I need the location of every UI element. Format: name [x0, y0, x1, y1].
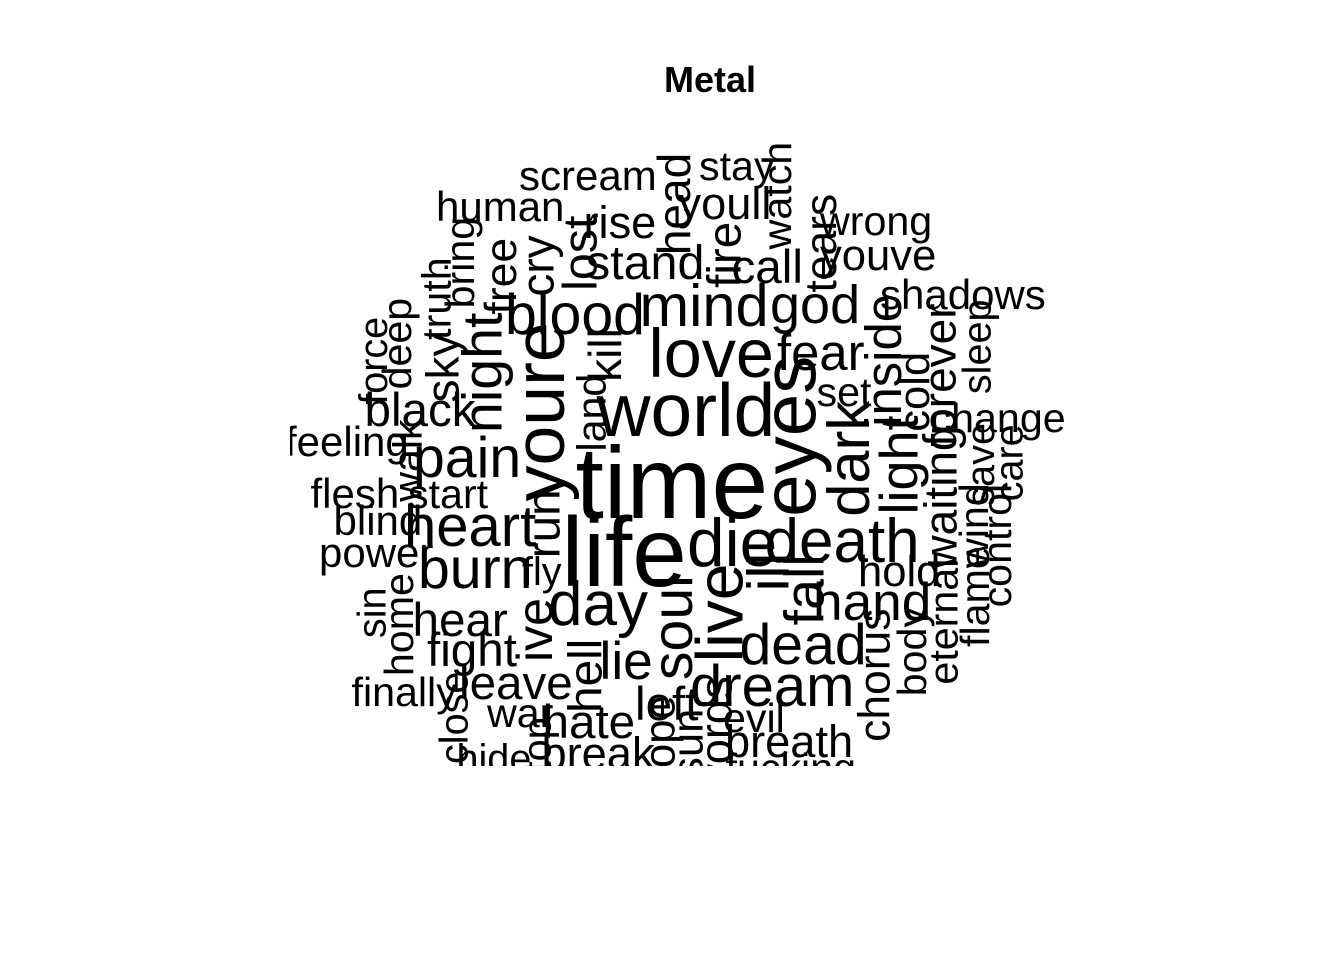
- word-break: break: [541, 727, 655, 766]
- word-human: human: [436, 183, 565, 230]
- word-breath: breath: [725, 715, 854, 766]
- word-hate: hate: [542, 696, 636, 749]
- word-leave: leave: [459, 657, 573, 710]
- word-ive: ive: [506, 598, 563, 662]
- word-cloud-clip: time life world eyes youre love die live death da…: [290, 140, 1070, 766]
- word-fly: fly: [522, 550, 562, 594]
- word-time: time: [575, 426, 769, 540]
- word-call: call: [731, 241, 803, 294]
- word-death: death: [764, 507, 920, 576]
- word-hear: hear: [412, 594, 508, 647]
- word-evil: evil: [723, 694, 785, 741]
- word-finally: finally: [351, 668, 457, 715]
- word-mind: mind: [639, 272, 769, 339]
- word-scream: scream: [519, 152, 657, 199]
- word-youve: youve: [820, 232, 937, 280]
- word-set: set: [816, 368, 872, 415]
- word-truth: truth: [413, 256, 460, 340]
- word-love: love: [648, 316, 774, 392]
- word-run: run: [517, 489, 571, 559]
- word-heart: heart: [404, 494, 537, 559]
- word-stay: stay: [699, 142, 775, 189]
- word-dead: dead: [739, 612, 867, 677]
- word-rise: rise: [583, 196, 657, 248]
- word-day: day: [548, 570, 648, 639]
- word-wrong: wrong: [820, 197, 933, 244]
- word-care: care: [987, 424, 1032, 502]
- word-blood: blood: [505, 282, 645, 347]
- word-soul: soul: [640, 574, 705, 680]
- word-change: change: [930, 394, 1066, 441]
- word-hide: hide: [456, 737, 532, 766]
- word-left: left: [635, 678, 699, 731]
- word-sleep: sleep: [955, 299, 1000, 395]
- word-life: life: [561, 497, 687, 607]
- word-sin: sin: [350, 587, 394, 639]
- word-youll: youll: [678, 177, 772, 229]
- word-blind: blind: [333, 497, 423, 544]
- word-war: war: [487, 689, 554, 736]
- word-burn: burn: [418, 536, 533, 601]
- word-hope: hope: [636, 695, 685, 766]
- word-force: force: [352, 316, 397, 405]
- word-lie: lie: [599, 631, 653, 691]
- word-walk: walk: [384, 418, 431, 502]
- word-sky: sky: [416, 333, 468, 403]
- word-die: die: [687, 506, 778, 581]
- word-flesh: flesh: [310, 470, 400, 517]
- word-world: world: [596, 367, 776, 452]
- word-fight: fight: [427, 624, 517, 677]
- word-fear: fear: [777, 323, 865, 381]
- word-pain: pain: [413, 425, 522, 490]
- word-power: power: [319, 529, 434, 576]
- word-land: land: [568, 373, 615, 452]
- word-black: black: [364, 384, 476, 437]
- word-fucking: fucking: [726, 747, 857, 766]
- chart-title: Metal: [663, 59, 757, 100]
- word-start: start: [408, 470, 489, 517]
- word-shadows: shadows: [880, 271, 1046, 318]
- word-stand: stand: [586, 236, 705, 290]
- word-cloud: time life world eyes youre love die live death da…: [290, 140, 1070, 766]
- word-god: god: [770, 275, 861, 335]
- word-hand: hand: [813, 572, 932, 632]
- word-dream: dream: [690, 654, 855, 719]
- word-free: free: [476, 237, 526, 315]
- word-hold: hold: [858, 548, 941, 596]
- word-feeling: feeling: [290, 418, 409, 465]
